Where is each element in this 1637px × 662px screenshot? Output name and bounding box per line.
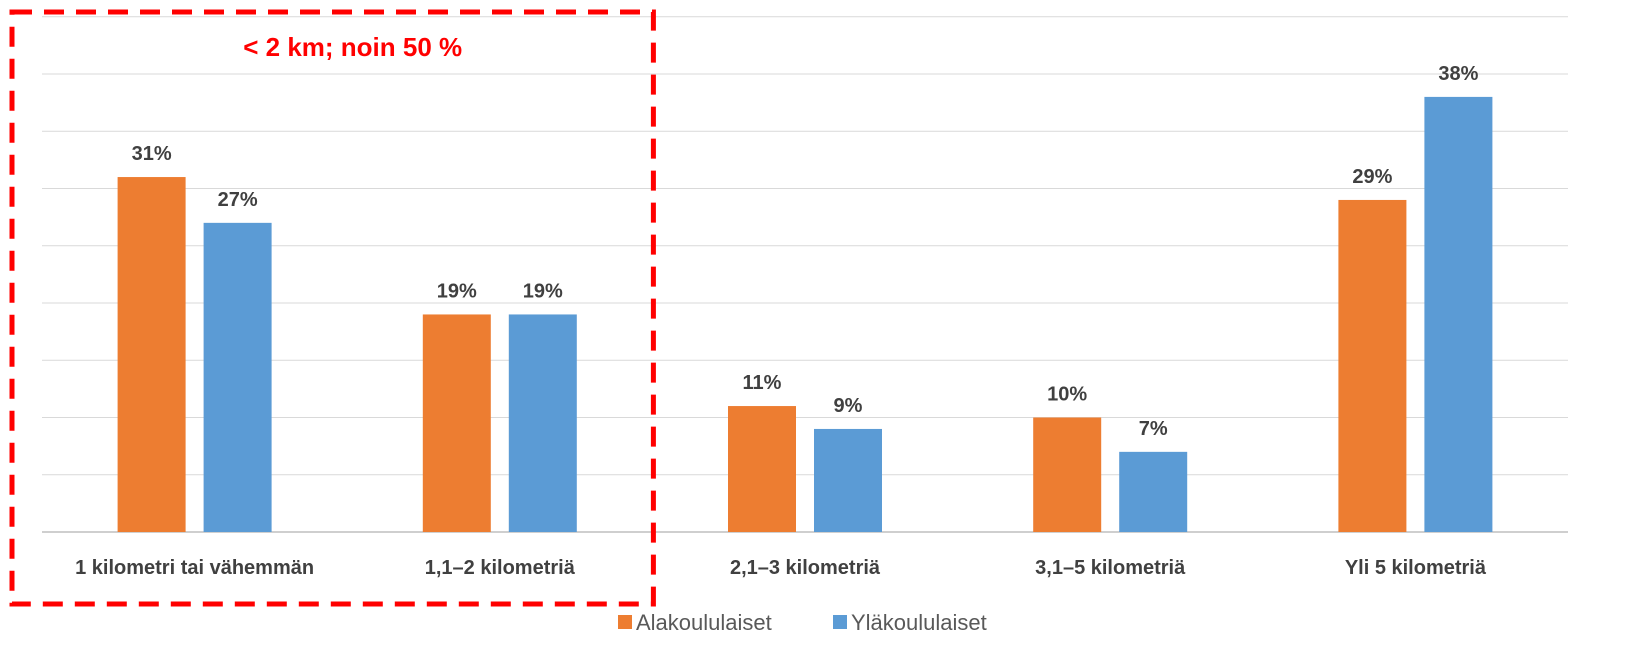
bar-ylakoululaiset-3-1-5-kilometria xyxy=(1119,451,1188,532)
value-label-ylakoululaiset-1-kilometri-tai-vahemman: 27% xyxy=(218,189,258,211)
bar-alakoululaiset-2-1-3-kilometria xyxy=(728,406,796,532)
annotation: < 2 km; noin 50 % xyxy=(9,9,656,607)
value-label-alakoululaiset-1-1-2-kilometria: 19% xyxy=(437,280,477,302)
bar-alakoululaiset-1-kilometri-tai-vahemman xyxy=(117,177,186,533)
category-label-yli-5-kilometria: Yli 5 kilometriä xyxy=(1345,557,1487,579)
category-label-1-kilometri-tai-vahemman: 1 kilometri tai vähemmän xyxy=(75,557,314,579)
bars xyxy=(117,96,1493,533)
bar-ylakoululaiset-1-kilometri-tai-vahemman xyxy=(203,222,272,532)
bar-alakoululaiset-3-1-5-kilometria xyxy=(1033,417,1102,532)
bar-ylakoululaiset-1-1-2-kilometria xyxy=(508,314,577,532)
value-label-ylakoululaiset-3-1-5-kilometria: 7% xyxy=(1139,418,1168,440)
annotation-dashed-box xyxy=(9,9,656,607)
legend-swatch-ylakoululaiset xyxy=(833,615,847,629)
value-label-alakoululaiset-1-kilometri-tai-vahemman: 31% xyxy=(132,143,172,165)
value-label-alakoululaiset-yli-5-kilometria: 29% xyxy=(1352,166,1392,188)
legend-label-ylakoululaiset: Yläkoululaiset xyxy=(851,610,987,635)
category-label-2-1-3-kilometria: 2,1–3 kilometriä xyxy=(730,557,881,579)
legend-label-alakoululaiset: Alakoululaiset xyxy=(636,610,772,635)
value-label-alakoululaiset-3-1-5-kilometria: 10% xyxy=(1047,384,1087,406)
value-label-ylakoululaiset-yli-5-kilometria: 38% xyxy=(1438,63,1478,85)
gridlines xyxy=(42,16,1568,533)
legend-swatch-alakoululaiset xyxy=(618,615,632,629)
category-label-3-1-5-kilometria: 3,1–5 kilometriä xyxy=(1035,557,1186,579)
annotation-text: < 2 km; noin 50 % xyxy=(243,32,462,62)
value-label-ylakoululaiset-2-1-3-kilometria: 9% xyxy=(834,395,863,417)
value-labels: 31% 27% 19% 19% 11% 9% 10% 7% 29% 38% xyxy=(132,63,1479,440)
bar-ylakoululaiset-yli-5-kilometria xyxy=(1424,96,1493,533)
bar-alakoululaiset-yli-5-kilometria xyxy=(1338,199,1407,532)
value-label-ylakoululaiset-1-1-2-kilometria: 19% xyxy=(523,280,563,302)
value-label-alakoululaiset-2-1-3-kilometria: 11% xyxy=(743,372,782,394)
bar-ylakoululaiset-2-1-3-kilometria xyxy=(814,428,882,532)
legend: Alakoululaiset Yläkoululaiset xyxy=(618,610,987,635)
bar-alakoululaiset-1-1-2-kilometria xyxy=(422,314,491,532)
category-labels: 1 kilometri tai vähemmän 1,1–2 kilometriä… xyxy=(75,557,1487,579)
category-label-1-1-2-kilometria: 1,1–2 kilometriä xyxy=(425,557,576,579)
